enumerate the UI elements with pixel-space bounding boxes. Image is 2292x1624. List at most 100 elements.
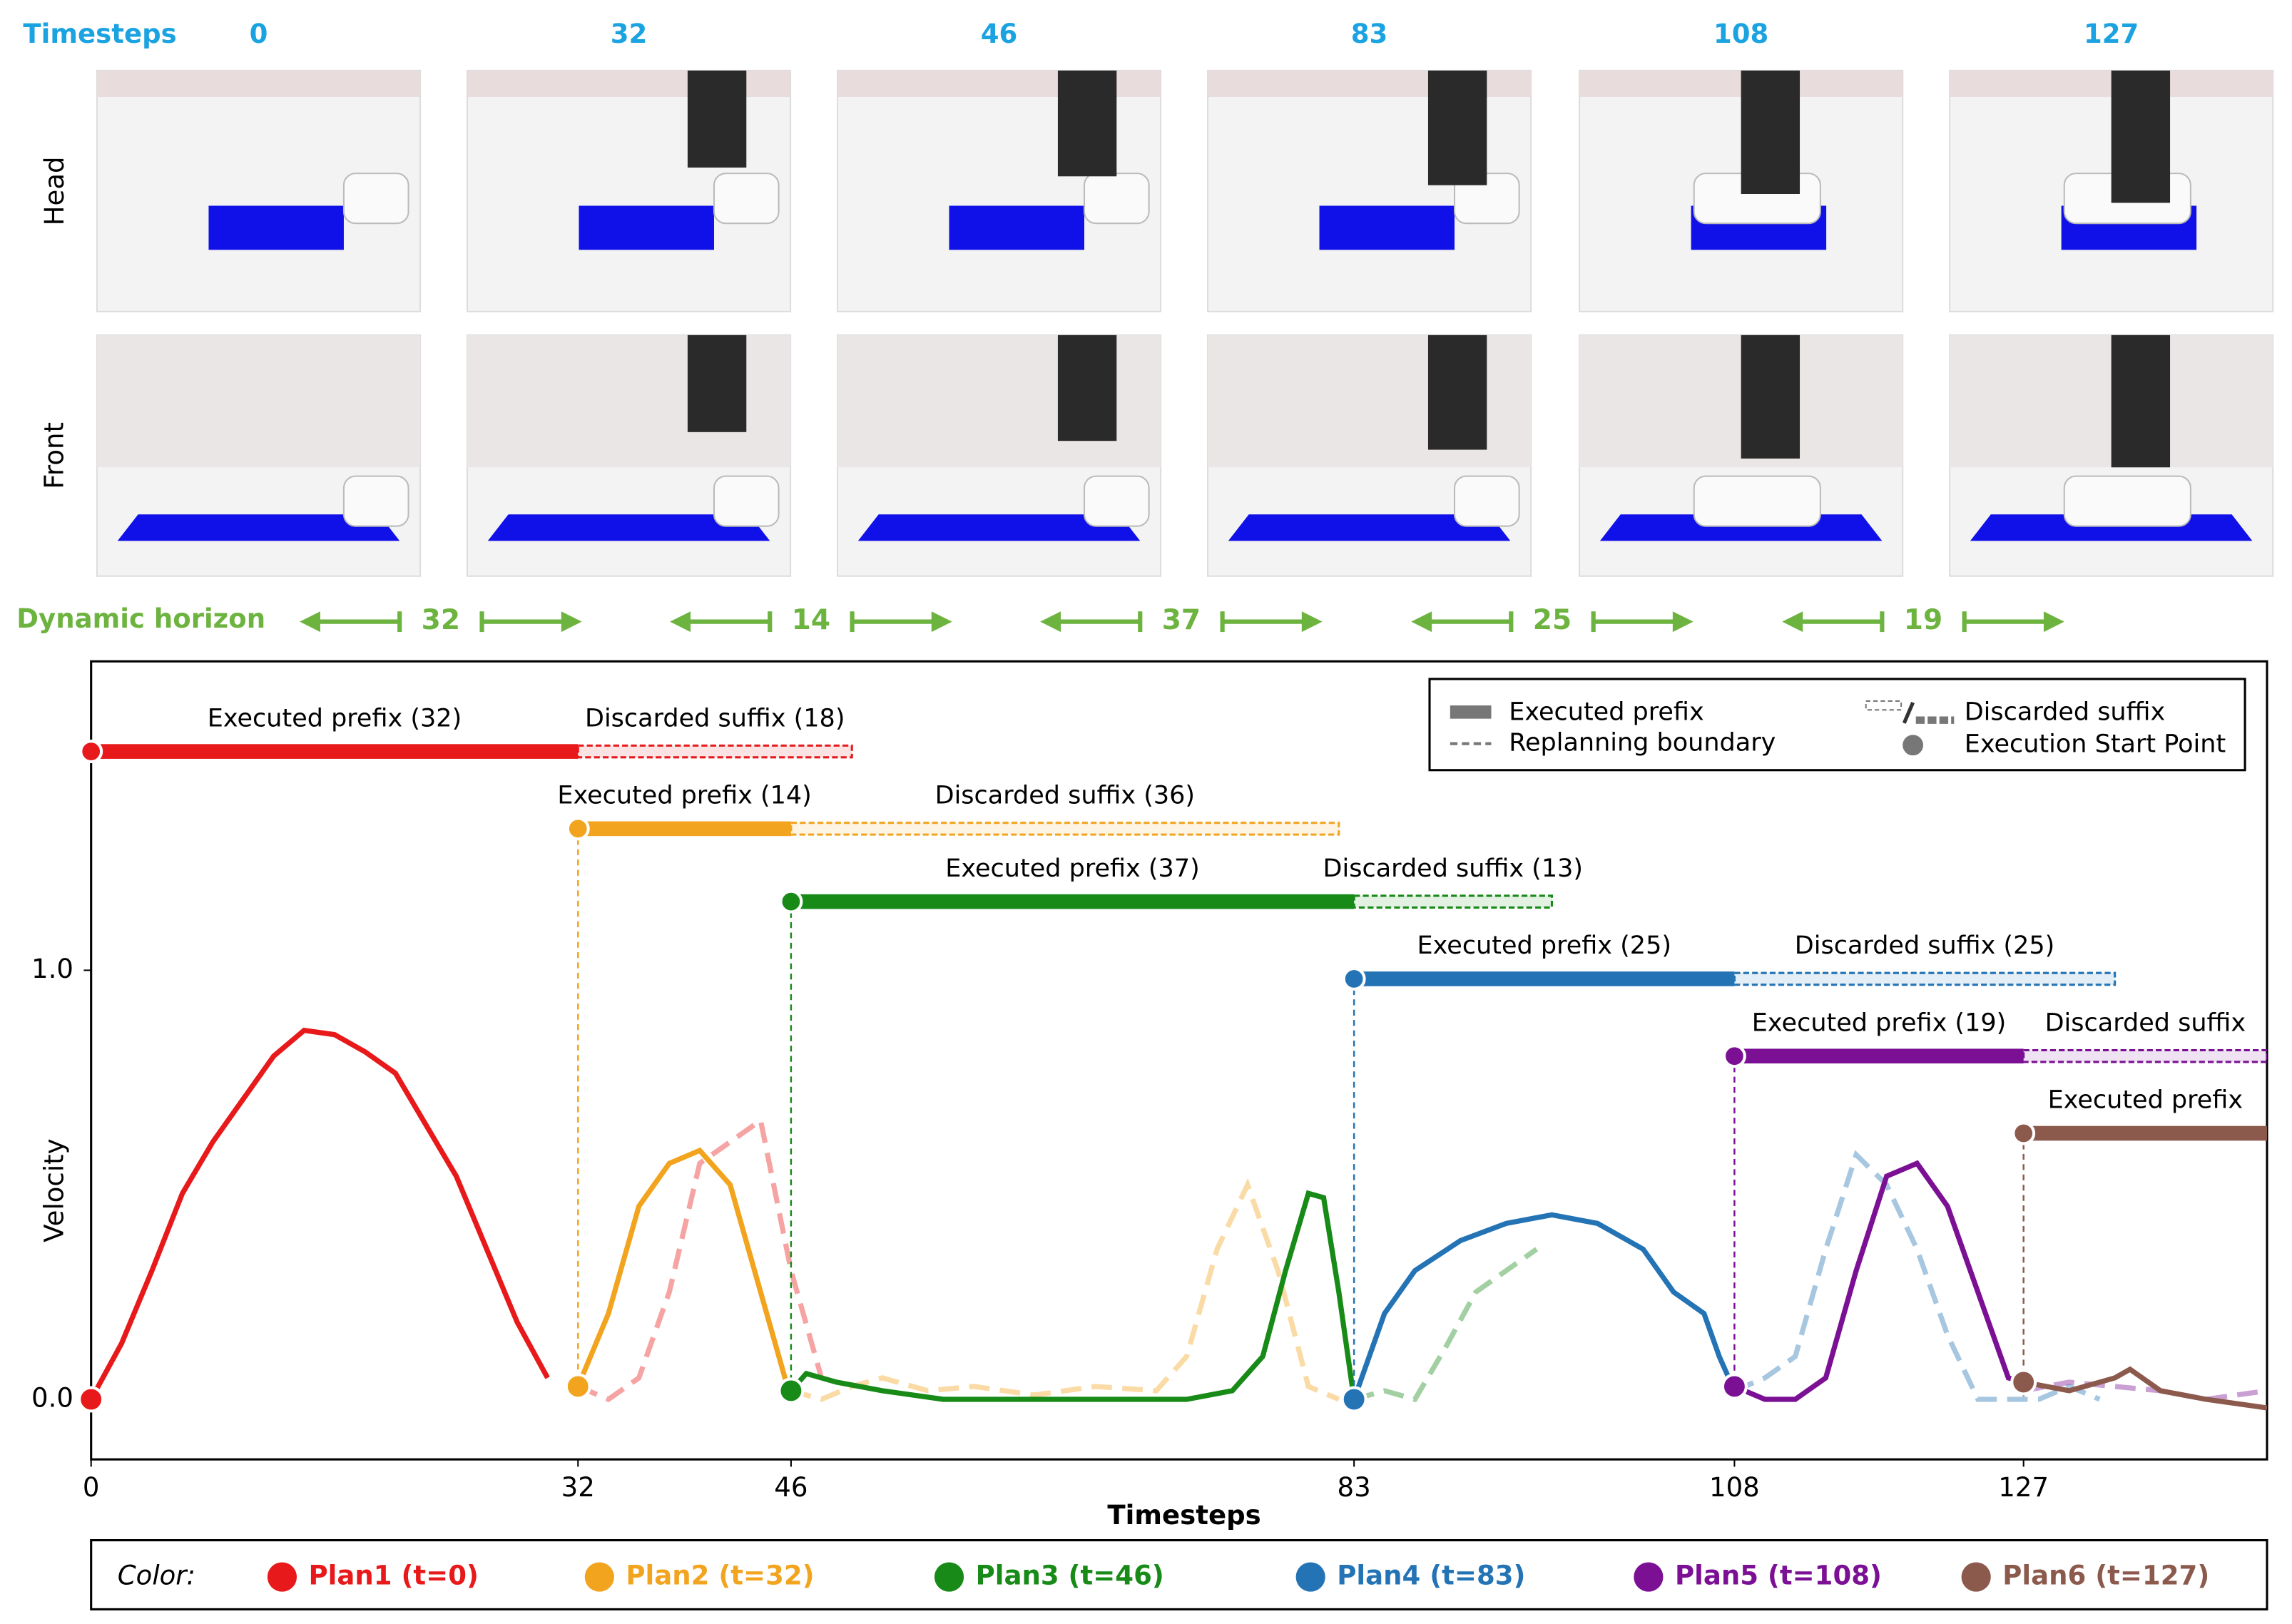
- camera-image: [96, 69, 422, 312]
- blue-mat: [579, 205, 714, 250]
- legend-marker: [1961, 1562, 1991, 1592]
- blue-mat: [208, 205, 344, 250]
- start-point: [78, 1386, 105, 1413]
- blue-mat: [1319, 205, 1455, 250]
- suffix-label: Discarded suffix (25): [1795, 931, 2054, 960]
- legend-entry: Plan5 (t=108): [1675, 1561, 1882, 1591]
- horizon-label: Dynamic horizon: [16, 603, 265, 634]
- arrow-head: [300, 611, 320, 633]
- timestep-label: 127: [2084, 19, 2139, 49]
- start-point: [779, 889, 803, 914]
- start-point: [2010, 1369, 2037, 1396]
- legend-marker: [267, 1562, 297, 1592]
- shoe: [1083, 173, 1150, 225]
- timestep-label: 32: [611, 19, 648, 49]
- legend-box: [1428, 678, 2246, 772]
- gripper: [687, 70, 747, 168]
- shoe: [1693, 475, 1821, 527]
- horizon-value: 37: [1162, 604, 1201, 636]
- suffix-label: Discarded suffix: [2045, 1008, 2246, 1037]
- plot-clip: [91, 744, 2267, 1411]
- gripper: [2111, 334, 2171, 468]
- timesteps-label: Timesteps: [23, 19, 176, 49]
- legend-marker: [934, 1562, 964, 1592]
- blue-mat: [949, 205, 1084, 250]
- arrow-head: [1782, 611, 1803, 633]
- y-tick-label: 1.0: [31, 954, 73, 984]
- gripper: [2111, 70, 2171, 203]
- start-point: [2012, 1121, 2036, 1145]
- gripper: [687, 334, 747, 432]
- camera-image: [836, 334, 1162, 577]
- x-tick-label: 83: [1338, 1472, 1371, 1503]
- executed-prefix-bar: [578, 821, 791, 837]
- arrow-head: [1411, 611, 1432, 633]
- row-label: Head: [39, 156, 70, 225]
- camera-image: [466, 334, 792, 577]
- legend-marker: [584, 1562, 614, 1592]
- image-wall: [96, 70, 421, 98]
- camera-image: [1206, 334, 1532, 577]
- y-tick-label: 0.0: [31, 1382, 73, 1413]
- executed-prefix-bar: [91, 744, 579, 759]
- x-tick-label: 108: [1709, 1472, 1760, 1503]
- suffix-label: Discarded suffix (13): [1323, 854, 1583, 883]
- discarded-suffix-bar: [2022, 1048, 2267, 1063]
- timestep-label: 108: [1713, 19, 1768, 49]
- camera-image: [836, 69, 1162, 312]
- prefix-label: Executed prefix (25): [1417, 931, 1671, 960]
- suffix-label: Discarded suffix (36): [935, 781, 1195, 810]
- discarded-velocity: [790, 1178, 1340, 1402]
- blue-mat: [857, 514, 1141, 541]
- arrow-head: [1301, 611, 1323, 633]
- shoe: [2063, 475, 2191, 527]
- legend-swatch: [1903, 735, 1924, 756]
- legend-marker: [1295, 1562, 1325, 1592]
- camera-image: [96, 334, 422, 577]
- row-label: Front: [39, 422, 70, 489]
- image-wall: [1579, 334, 1903, 468]
- color-legend-label: Color:: [118, 1561, 195, 1591]
- velocity-line: [1733, 1160, 2024, 1402]
- y-axis-title: Velocity: [39, 1138, 70, 1242]
- blue-mat: [117, 514, 400, 541]
- gripper: [1427, 70, 1487, 185]
- legend-label: Replanning boundary: [1509, 728, 1776, 757]
- arrow-head: [1040, 611, 1061, 633]
- legend-entry: Plan4 (t=83): [1337, 1561, 1525, 1591]
- arrow-head: [931, 611, 952, 633]
- discarded-velocity: [1733, 1150, 2101, 1402]
- timestep-label: 0: [250, 19, 268, 49]
- legend-entry: Plan3 (t=46): [976, 1561, 1164, 1591]
- shoe: [713, 475, 780, 527]
- shoe: [342, 475, 409, 527]
- x-tick-label: 127: [1998, 1472, 2049, 1503]
- discarded-velocity: [1353, 1247, 1539, 1403]
- suffix-label: Discarded suffix (18): [585, 703, 845, 732]
- arrow-head: [670, 611, 691, 633]
- timestep-label: 83: [1351, 19, 1388, 49]
- gripper: [1427, 334, 1487, 450]
- shoe: [342, 173, 409, 225]
- prefix-label: Executed prefix (32): [208, 703, 462, 732]
- velocity-line: [575, 1147, 794, 1400]
- shoe: [1453, 475, 1520, 527]
- camera-image: [1206, 69, 1532, 312]
- image-wall: [96, 334, 421, 468]
- legend-marker: [1634, 1562, 1664, 1592]
- shoe: [713, 173, 780, 225]
- velocity-line: [1351, 1212, 1737, 1401]
- prefix-label: Executed prefix (14): [557, 781, 811, 810]
- start-point: [1342, 966, 1366, 991]
- gripper: [1057, 70, 1117, 177]
- arrow-head: [561, 611, 582, 633]
- executed-prefix-bar: [790, 894, 1355, 909]
- legend-entry: Plan6 (t=127): [2002, 1561, 2209, 1591]
- discarded-suffix-bar: [1353, 894, 1553, 909]
- start-point: [79, 740, 103, 764]
- discarded-suffix-bar: [790, 822, 1340, 836]
- legend-swatch: [1450, 705, 1492, 719]
- x-tick-label: 0: [83, 1472, 100, 1503]
- blue-mat: [487, 514, 770, 541]
